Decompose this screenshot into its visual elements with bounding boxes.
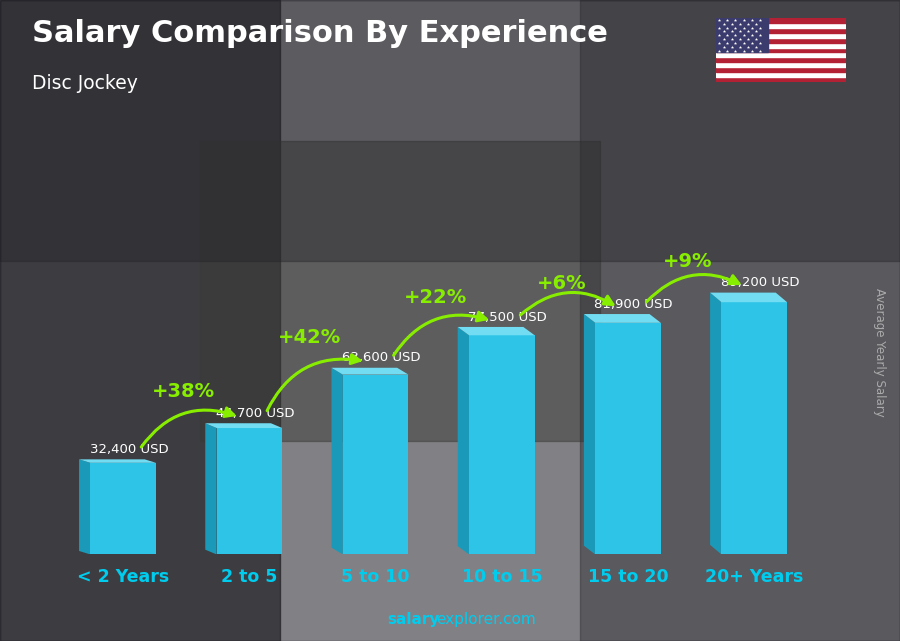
- Text: +38%: +38%: [152, 382, 215, 401]
- Polygon shape: [205, 423, 283, 428]
- Text: Disc Jockey: Disc Jockey: [32, 74, 138, 93]
- Bar: [90, 463, 156, 554]
- Bar: [716, 47, 846, 53]
- Text: +22%: +22%: [404, 288, 467, 308]
- Bar: [716, 38, 846, 42]
- Bar: [716, 62, 846, 67]
- Bar: [200, 141, 600, 441]
- Polygon shape: [79, 460, 90, 554]
- Polygon shape: [458, 327, 469, 554]
- Bar: [595, 323, 661, 554]
- Bar: [716, 18, 846, 23]
- Text: Average Yearly Salary: Average Yearly Salary: [873, 288, 886, 417]
- Bar: [580, 0, 900, 641]
- Bar: [716, 58, 846, 62]
- Polygon shape: [205, 423, 217, 554]
- Text: 44,700 USD: 44,700 USD: [216, 407, 294, 420]
- Text: 89,200 USD: 89,200 USD: [721, 276, 799, 289]
- Bar: [716, 67, 846, 72]
- Bar: [469, 335, 535, 554]
- Polygon shape: [584, 314, 661, 323]
- Bar: [343, 374, 409, 554]
- Text: +6%: +6%: [537, 274, 587, 294]
- Text: salary: salary: [387, 612, 439, 627]
- Bar: [716, 28, 846, 33]
- Bar: [722, 302, 788, 554]
- Polygon shape: [458, 327, 535, 335]
- Polygon shape: [331, 368, 343, 554]
- Text: explorer.com: explorer.com: [436, 612, 536, 627]
- Text: Salary Comparison By Experience: Salary Comparison By Experience: [32, 19, 608, 48]
- Bar: [0, 0, 900, 261]
- Text: 32,400 USD: 32,400 USD: [90, 443, 168, 456]
- Text: 63,600 USD: 63,600 USD: [342, 351, 420, 365]
- Bar: [716, 53, 846, 58]
- Text: 81,900 USD: 81,900 USD: [595, 298, 673, 311]
- Bar: [716, 33, 846, 38]
- Bar: [716, 77, 846, 82]
- Bar: [716, 72, 846, 77]
- Polygon shape: [584, 314, 595, 554]
- Polygon shape: [710, 292, 788, 302]
- Polygon shape: [710, 292, 722, 554]
- Polygon shape: [331, 368, 409, 374]
- Polygon shape: [79, 460, 156, 463]
- Text: +9%: +9%: [663, 251, 713, 271]
- Bar: [217, 428, 283, 554]
- Bar: [716, 23, 846, 28]
- Bar: [716, 18, 768, 53]
- Text: +42%: +42%: [278, 328, 341, 347]
- Bar: [716, 42, 846, 47]
- Bar: [0, 0, 280, 641]
- Text: 77,500 USD: 77,500 USD: [468, 311, 547, 324]
